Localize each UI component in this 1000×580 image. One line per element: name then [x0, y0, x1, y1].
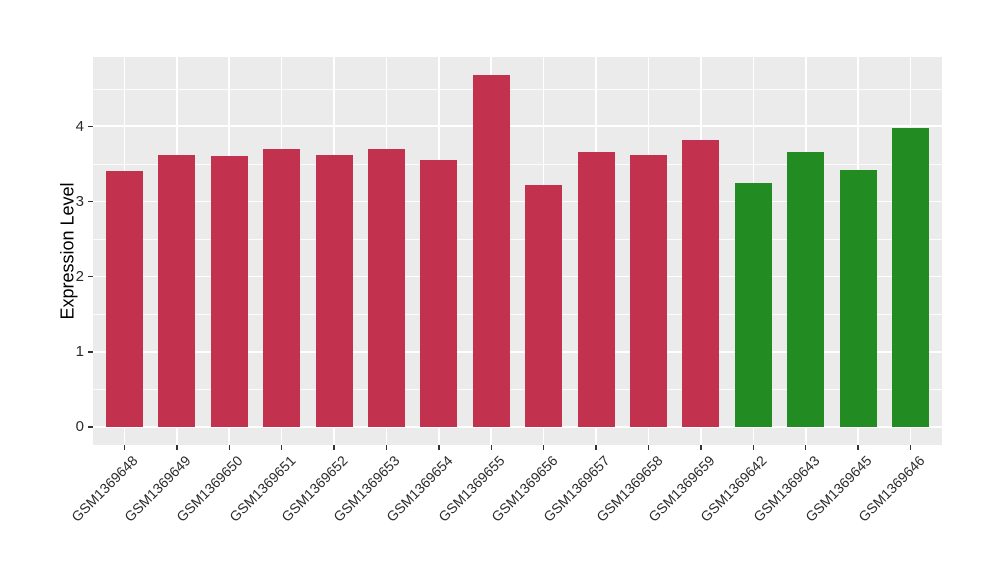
major-gridline [93, 426, 942, 428]
bar-GSM1369650 [210, 156, 248, 427]
y-tick-mark [88, 200, 93, 203]
y-tick-mark [88, 426, 93, 428]
bar-GSM1369646 [892, 127, 930, 427]
minor-gridline [93, 88, 942, 90]
bar-GSM1369657 [577, 151, 615, 427]
y-tick-label: 0 [75, 418, 84, 436]
x-tick-mark [280, 445, 283, 450]
minor-gridline [93, 238, 942, 240]
y-tick-mark [88, 276, 93, 278]
x-tick-mark [543, 445, 545, 450]
bar-GSM1369655 [472, 75, 510, 427]
y-tick-label: 2 [75, 268, 84, 286]
x-tick-mark [595, 445, 597, 450]
bar-GSM1369659 [682, 139, 720, 427]
x-tick-mark [805, 445, 807, 450]
minor-gridline [93, 389, 942, 391]
x-tick-mark [490, 445, 492, 450]
bar-GSM1369651 [263, 148, 301, 427]
major-gridline [93, 125, 942, 127]
plot-panel [93, 57, 942, 445]
bar-GSM1369656 [525, 184, 563, 427]
x-tick-mark [909, 445, 912, 450]
y-tick-label: 3 [75, 192, 84, 210]
y-tick-label: 4 [75, 117, 84, 135]
bar-GSM1369654 [420, 160, 458, 427]
x-tick-mark [700, 445, 702, 450]
bar-GSM1369645 [839, 169, 877, 427]
bar-GSM1369652 [315, 154, 353, 427]
bar-GSM1369643 [787, 152, 825, 427]
bar-GSM1369653 [367, 149, 405, 427]
major-gridline [93, 200, 942, 203]
y-tick-label: 1 [75, 343, 84, 361]
x-tick-mark [333, 445, 335, 450]
x-tick-mark [176, 445, 178, 450]
major-gridline [93, 350, 942, 353]
x-tick-mark [857, 445, 859, 450]
x-tick-mark [752, 445, 755, 450]
y-tick-mark [88, 125, 93, 128]
bar-GSM1369658 [630, 154, 668, 427]
minor-gridline [93, 314, 942, 316]
bar-GSM1369642 [734, 183, 772, 427]
x-tick-mark [438, 445, 440, 450]
bar-GSM1369648 [105, 171, 143, 427]
bar-GSM1369649 [158, 154, 196, 427]
x-tick-mark [385, 445, 388, 450]
minor-gridline [93, 163, 942, 165]
major-gridline [93, 275, 942, 278]
x-tick-mark [228, 445, 230, 450]
x-tick-mark [123, 445, 126, 450]
y-tick-mark [88, 351, 93, 353]
x-tick-mark [647, 445, 650, 450]
